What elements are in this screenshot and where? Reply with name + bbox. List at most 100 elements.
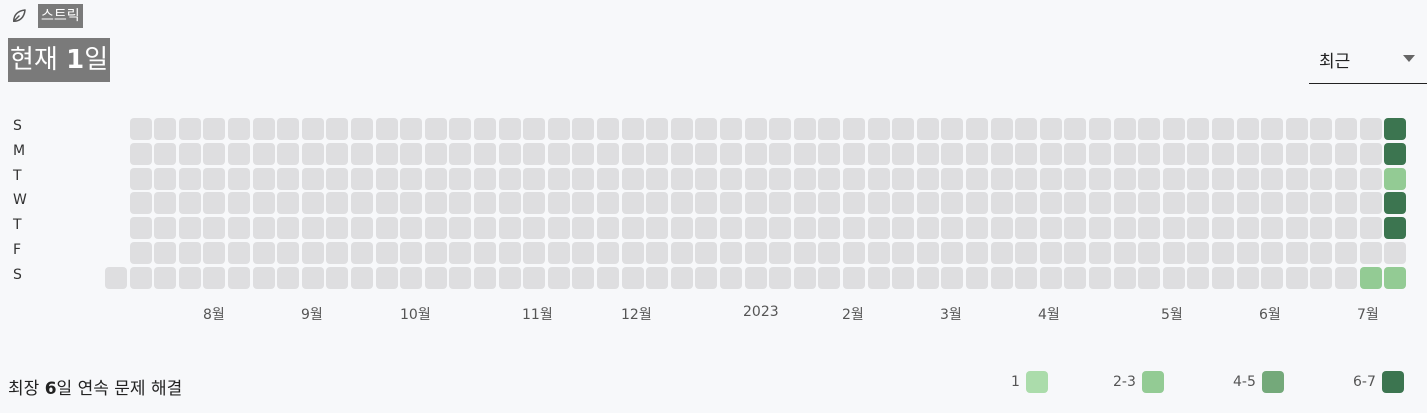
period-select[interactable]: 최근 <box>1309 40 1427 84</box>
heatmap-cell[interactable] <box>474 267 496 289</box>
heatmap-cell[interactable] <box>302 242 324 264</box>
heatmap-cell[interactable] <box>1237 143 1259 165</box>
heatmap-cell[interactable] <box>474 118 496 140</box>
heatmap-cell[interactable] <box>843 168 865 190</box>
heatmap-cell[interactable] <box>425 242 447 264</box>
heatmap-cell[interactable] <box>917 217 939 239</box>
heatmap-cell[interactable] <box>1212 143 1234 165</box>
heatmap-cell[interactable] <box>646 168 668 190</box>
heatmap-cell[interactable] <box>474 192 496 214</box>
heatmap-cell[interactable] <box>794 217 816 239</box>
heatmap-cell[interactable] <box>622 217 644 239</box>
heatmap-cell[interactable] <box>671 217 693 239</box>
heatmap-cell[interactable] <box>203 118 225 140</box>
heatmap-cell[interactable] <box>868 118 890 140</box>
heatmap-cell[interactable] <box>1015 118 1037 140</box>
heatmap-cell[interactable] <box>1114 267 1136 289</box>
heatmap-cell[interactable] <box>326 168 348 190</box>
heatmap-cell[interactable] <box>523 267 545 289</box>
heatmap-cell[interactable] <box>1310 118 1332 140</box>
heatmap-cell[interactable] <box>794 192 816 214</box>
heatmap-cell[interactable] <box>302 118 324 140</box>
heatmap-cell[interactable] <box>1261 118 1283 140</box>
heatmap-cell[interactable] <box>1261 242 1283 264</box>
heatmap-cell[interactable] <box>1163 143 1185 165</box>
heatmap-cell[interactable] <box>597 267 619 289</box>
heatmap-cell[interactable] <box>671 192 693 214</box>
heatmap-cell[interactable] <box>597 168 619 190</box>
heatmap-cell[interactable] <box>154 267 176 289</box>
heatmap-cell[interactable] <box>745 242 767 264</box>
heatmap-cell[interactable] <box>425 118 447 140</box>
heatmap-cell[interactable] <box>1114 118 1136 140</box>
heatmap-cell[interactable] <box>572 118 594 140</box>
heatmap-cell[interactable] <box>277 118 299 140</box>
heatmap-cell[interactable] <box>1040 143 1062 165</box>
heatmap-cell[interactable] <box>1310 217 1332 239</box>
heatmap-cell[interactable] <box>1384 242 1406 264</box>
heatmap-cell[interactable] <box>277 192 299 214</box>
heatmap-cell[interactable] <box>1212 118 1234 140</box>
heatmap-cell[interactable] <box>351 217 373 239</box>
heatmap-cell[interactable] <box>695 192 717 214</box>
heatmap-cell[interactable] <box>1360 267 1382 289</box>
heatmap-cell[interactable] <box>523 168 545 190</box>
heatmap-cell[interactable] <box>868 242 890 264</box>
heatmap-cell[interactable] <box>745 143 767 165</box>
heatmap-cell[interactable] <box>302 143 324 165</box>
heatmap-cell[interactable] <box>843 118 865 140</box>
heatmap-cell[interactable] <box>818 143 840 165</box>
heatmap-cell[interactable] <box>1187 143 1209 165</box>
heatmap-cell[interactable] <box>572 217 594 239</box>
heatmap-cell[interactable] <box>1015 192 1037 214</box>
heatmap-cell[interactable] <box>523 242 545 264</box>
heatmap-cell[interactable] <box>1261 267 1283 289</box>
heatmap-cell[interactable] <box>449 118 471 140</box>
heatmap-cell[interactable] <box>868 168 890 190</box>
heatmap-cell[interactable] <box>376 192 398 214</box>
heatmap-cell[interactable] <box>991 192 1013 214</box>
heatmap-cell[interactable] <box>1310 242 1332 264</box>
heatmap-cell[interactable] <box>1360 192 1382 214</box>
heatmap-cell[interactable] <box>1064 118 1086 140</box>
heatmap-cell[interactable] <box>228 267 250 289</box>
heatmap-cell[interactable] <box>1286 217 1308 239</box>
heatmap-cell[interactable] <box>794 118 816 140</box>
heatmap-cell[interactable] <box>302 267 324 289</box>
heatmap-cell[interactable] <box>253 143 275 165</box>
heatmap-cell[interactable] <box>991 143 1013 165</box>
heatmap-cell[interactable] <box>966 217 988 239</box>
heatmap-cell[interactable] <box>1187 217 1209 239</box>
heatmap-cell[interactable] <box>1114 168 1136 190</box>
heatmap-cell[interactable] <box>671 168 693 190</box>
heatmap-cell[interactable] <box>203 217 225 239</box>
heatmap-cell[interactable] <box>449 168 471 190</box>
heatmap-cell[interactable] <box>1384 217 1406 239</box>
heatmap-cell[interactable] <box>1286 143 1308 165</box>
heatmap-cell[interactable] <box>720 242 742 264</box>
heatmap-cell[interactable] <box>326 143 348 165</box>
heatmap-cell[interactable] <box>499 192 521 214</box>
heatmap-cell[interactable] <box>548 242 570 264</box>
heatmap-cell[interactable] <box>745 118 767 140</box>
heatmap-cell[interactable] <box>228 242 250 264</box>
heatmap-cell[interactable] <box>425 267 447 289</box>
heatmap-cell[interactable] <box>523 192 545 214</box>
heatmap-cell[interactable] <box>449 143 471 165</box>
heatmap-cell[interactable] <box>1286 168 1308 190</box>
heatmap-cell[interactable] <box>991 118 1013 140</box>
heatmap-cell[interactable] <box>917 168 939 190</box>
heatmap-cell[interactable] <box>695 217 717 239</box>
heatmap-cell[interactable] <box>499 168 521 190</box>
heatmap-cell[interactable] <box>1163 267 1185 289</box>
heatmap-cell[interactable] <box>400 118 422 140</box>
heatmap-cell[interactable] <box>892 242 914 264</box>
heatmap-cell[interactable] <box>892 168 914 190</box>
heatmap-cell[interactable] <box>1064 143 1086 165</box>
heatmap-cell[interactable] <box>376 217 398 239</box>
heatmap-cell[interactable] <box>1212 192 1234 214</box>
heatmap-cell[interactable] <box>1089 143 1111 165</box>
heatmap-cell[interactable] <box>769 168 791 190</box>
heatmap-cell[interactable] <box>769 217 791 239</box>
heatmap-cell[interactable] <box>1310 267 1332 289</box>
